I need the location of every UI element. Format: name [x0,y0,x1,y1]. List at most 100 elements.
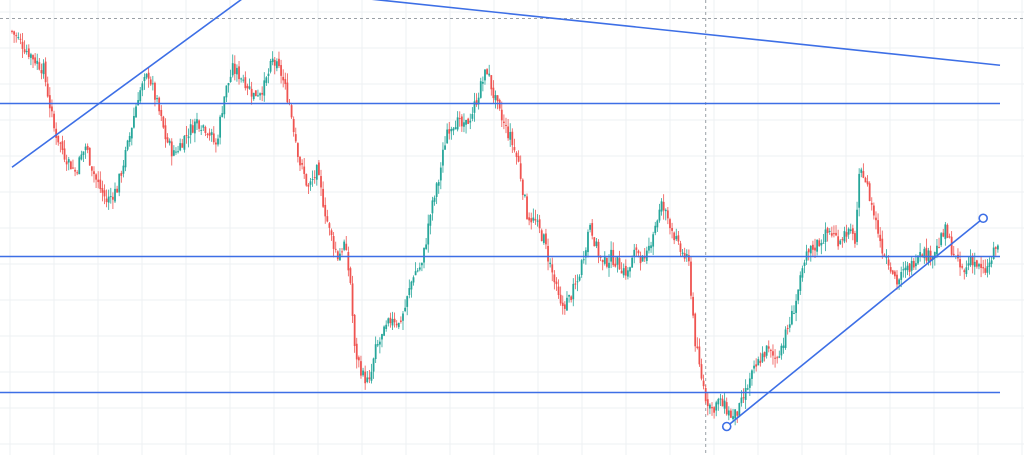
candle-body [711,407,713,409]
candle [553,270,556,290]
candle-body [278,58,280,67]
candle-body [559,294,562,304]
candle-body [193,121,196,134]
candle-body [95,174,97,180]
candle-body [738,403,741,417]
candle-body [826,228,829,234]
candle-body [238,66,240,80]
candle-body [767,346,770,349]
candle-body [992,247,995,259]
candle-body [397,322,400,328]
candle [755,358,758,372]
candle-body [603,256,606,264]
candle-body [759,360,762,364]
trend-line-handles[interactable] [721,213,988,432]
candle [530,212,533,230]
candle-body [395,323,398,326]
candle [542,233,545,245]
candle-body [435,183,438,198]
candle [528,212,531,226]
candle-body [59,142,62,144]
candle [578,274,581,282]
candle-body [290,105,293,118]
candle [162,115,165,129]
candle-body [368,377,371,380]
candle [19,33,22,45]
trend-line [371,0,1001,67]
candle [551,257,554,282]
trend-line-handle [721,421,732,432]
candle-body [429,214,432,226]
candle-body [961,266,964,268]
candle-body [225,85,228,98]
candle-body [383,326,385,336]
candle-body [936,245,938,255]
candle-body [677,235,680,242]
candle [727,406,730,421]
candle-body [616,256,619,265]
candle-body [887,259,890,266]
candle [454,120,457,130]
candle-body [818,240,821,247]
candle-body [336,251,339,260]
candle-body [202,125,205,128]
candle [122,160,125,178]
candle [86,143,89,154]
candle-body [797,289,800,301]
candle-body [835,232,837,236]
candle-body [734,409,737,419]
candle-body [889,267,892,272]
candle-body [509,131,512,140]
candle-body [606,258,608,267]
candle [593,236,596,247]
candle [706,392,709,416]
candle-body [500,109,503,121]
candle-body [687,255,690,262]
candle [143,73,146,90]
candle [286,73,289,104]
candle [330,228,333,241]
candle [166,133,169,144]
candle [769,348,772,358]
candle [423,247,425,269]
candle [652,231,655,256]
candle [412,275,415,286]
candle [84,143,87,159]
trend-lines[interactable] [0,0,1001,428]
candle-body [879,234,882,242]
candle [421,262,423,272]
candle-body [370,371,373,381]
candle-body [982,267,985,269]
candle [566,291,568,311]
candle-body [769,349,772,351]
candle-body [786,328,789,330]
candle [484,69,486,85]
candle-body [170,141,173,157]
candle [650,241,652,253]
candle-body [580,260,583,276]
candle-body [275,61,278,69]
candle-body [744,388,747,400]
candle-body [181,143,184,148]
candle-body [399,320,402,322]
candle [435,182,438,205]
candle [877,213,879,238]
candle-body [517,155,520,162]
candle [177,145,179,154]
candle [620,262,623,274]
candle-body [437,182,440,186]
candle [801,265,804,282]
candle-body [229,76,232,82]
candle-body [130,127,133,139]
candle-body [746,388,749,390]
candle [309,178,312,191]
candle [254,90,257,97]
candle-body [355,343,358,360]
candle [952,246,955,256]
candle-body [347,252,350,271]
candle-body [307,184,310,187]
candle [76,170,79,176]
